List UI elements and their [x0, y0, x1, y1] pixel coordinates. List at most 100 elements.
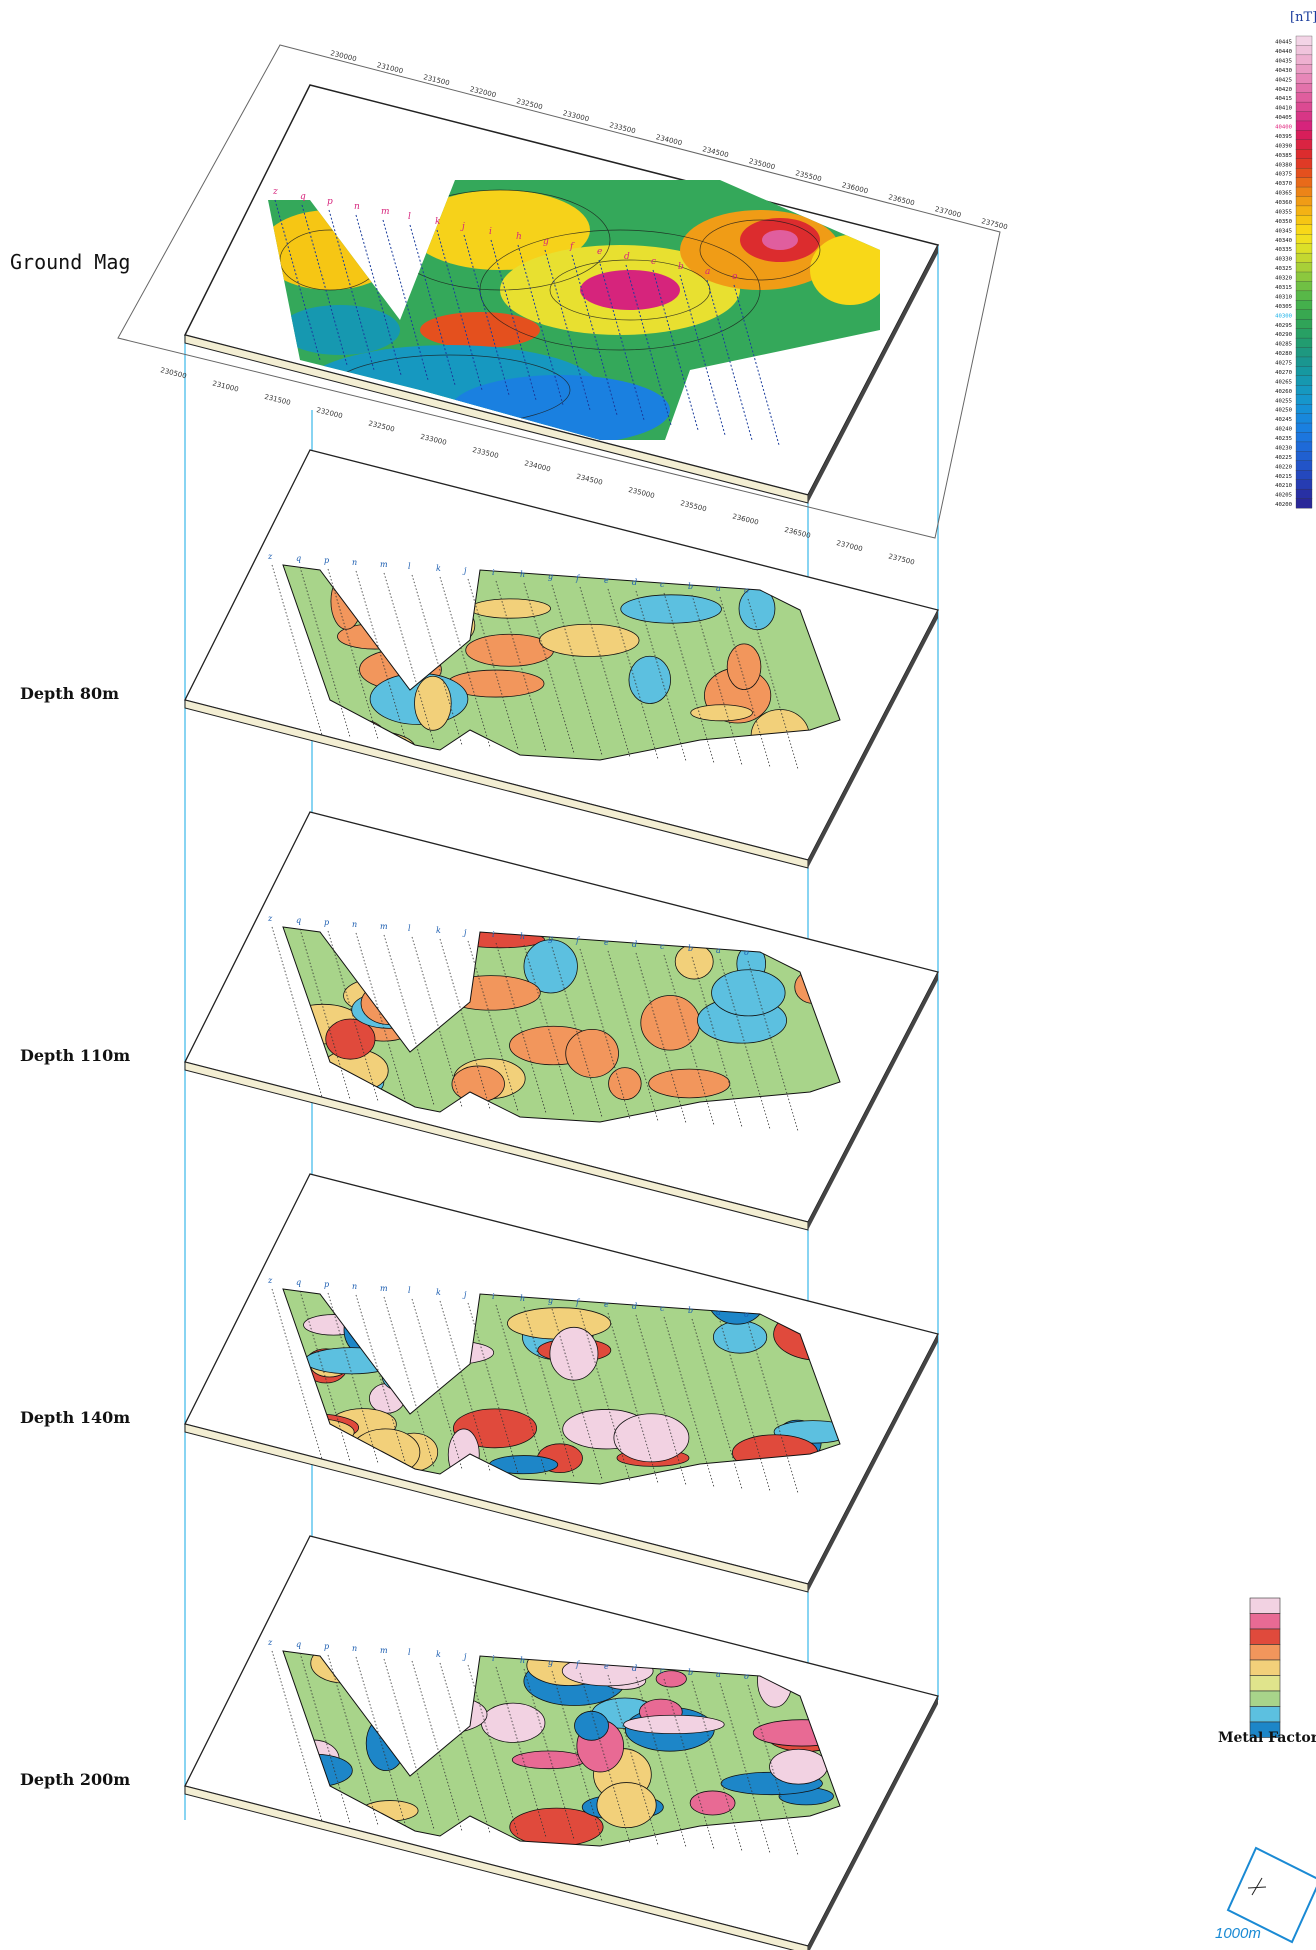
survey-line-letter: e: [604, 576, 609, 585]
survey-line-letter: b: [678, 262, 684, 272]
survey-line: [635, 952, 687, 1124]
survey-line: [607, 1674, 659, 1846]
legend-swatch: [1295, 290, 1313, 301]
survey-line-letter: k: [436, 1288, 441, 1297]
survey-line-letter: e: [604, 938, 609, 947]
legend-tick-label: 40410: [1275, 106, 1292, 112]
bottom-axis-tick: 237000: [836, 539, 864, 553]
legend-swatch: [1295, 300, 1313, 311]
survey-line-letter: d: [632, 1664, 637, 1673]
survey-line-letter: a: [716, 1308, 721, 1317]
anomaly-blob: [509, 1807, 604, 1846]
survey-line: [551, 1308, 603, 1480]
legend-swatch: [1295, 177, 1313, 188]
survey-line: [439, 1662, 491, 1834]
survey-line-letter: h: [520, 1294, 525, 1303]
survey-line-letter: j: [462, 1290, 467, 1299]
legend-swatch: [1295, 35, 1313, 46]
survey-line: [663, 1678, 715, 1850]
legend-swatch: [1295, 271, 1313, 282]
bottom-axis-tick: 233500: [472, 446, 500, 460]
survey-line: [691, 594, 743, 766]
survey-line: [383, 572, 435, 744]
survey-line: [411, 936, 463, 1108]
survey-line: [747, 1322, 799, 1494]
survey-line-letter: k: [436, 564, 441, 573]
survey-line: [691, 1318, 743, 1490]
legend-swatch: [1295, 375, 1313, 386]
legend-swatch: [1295, 356, 1313, 367]
legend-swatch: [1295, 243, 1313, 254]
survey-line: [271, 926, 323, 1098]
survey-line-letter: n: [352, 558, 357, 567]
survey-line-letter: g: [548, 572, 553, 581]
survey-line: [327, 930, 379, 1102]
top-axis-tick: 237500: [981, 217, 1009, 231]
survey-line-letter: g: [548, 1658, 553, 1667]
depth-140-label: Depth 140m: [20, 1408, 131, 1427]
depth-200-label: Depth 200m: [20, 1770, 131, 1789]
survey-line-letter: i: [492, 1654, 495, 1663]
scale-indicator: [1226, 1846, 1316, 1944]
legend-tick-label: 40270: [1275, 370, 1292, 376]
survey-line-letter: l: [408, 562, 411, 571]
survey-line: [467, 1302, 519, 1474]
anomaly-blob: [689, 1790, 736, 1816]
survey-line-letter: f: [575, 936, 581, 945]
survey-line: [355, 1294, 407, 1466]
top-axis-tick: 236000: [841, 181, 869, 195]
survey-line-letter: h: [520, 570, 525, 579]
survey-line: [411, 1660, 463, 1832]
survey-line-letter: z: [267, 1638, 273, 1647]
survey-line-letter: e: [604, 1300, 609, 1309]
survey-line-letter: d: [632, 578, 637, 587]
bottom-axis-tick: 232500: [368, 419, 396, 433]
survey-line-letter: p: [327, 197, 333, 207]
survey-line: [467, 1664, 519, 1836]
survey-line: [579, 948, 631, 1120]
survey-line-letter: j: [460, 222, 465, 232]
legend-tick-label: 40300: [1275, 313, 1292, 319]
top-axis-tick: 233500: [609, 121, 637, 135]
anomaly-blob: [414, 675, 452, 731]
survey-line-letter: c: [660, 942, 665, 951]
survey-line: [523, 1668, 575, 1840]
survey-line-letter: l: [408, 924, 411, 933]
survey-line-letter: o: [744, 1672, 749, 1681]
survey-line-letter: f: [575, 574, 581, 583]
anomaly-blob: [613, 1413, 690, 1463]
survey-line-letter: j: [462, 1652, 467, 1661]
survey-line: [383, 1296, 435, 1468]
legend-swatch: [1295, 488, 1313, 500]
legend-tick-label: 40305: [1275, 304, 1292, 310]
survey-line: [467, 940, 519, 1112]
survey-line: [271, 1650, 323, 1822]
survey-line: [495, 1304, 547, 1476]
metal-factor-swatch: [1249, 1628, 1281, 1645]
survey-line: [719, 596, 771, 768]
legend-swatch: [1295, 54, 1313, 65]
survey-line-letter: q: [296, 1640, 301, 1649]
survey-line-letter: o: [744, 586, 749, 595]
survey-line-letter: g: [548, 1296, 553, 1305]
legend-tick-label: 40380: [1275, 162, 1292, 168]
legend-tick-label: 40440: [1275, 49, 1292, 55]
survey-line-letter: k: [436, 1650, 441, 1659]
anomaly-blob: [655, 1670, 687, 1688]
legend-swatch: [1295, 196, 1313, 207]
survey-line: [495, 1666, 547, 1838]
legend-swatch: [1295, 422, 1313, 433]
survey-line: [411, 1298, 463, 1470]
legend-swatch: [1295, 309, 1313, 320]
bottom-axis-tick: 230500: [160, 366, 188, 380]
survey-line: [719, 1682, 771, 1854]
survey-line: [551, 946, 603, 1118]
survey-line: [495, 580, 547, 752]
legend-tick-label: 40245: [1275, 417, 1292, 423]
survey-line-letter: h: [516, 232, 522, 242]
anomaly-blob: [539, 623, 640, 657]
survey-line: [355, 1656, 407, 1828]
metal-factor-swatch: [1249, 1613, 1281, 1630]
legend-tick-label: 40395: [1275, 134, 1292, 140]
survey-line-letter: q: [300, 192, 306, 202]
